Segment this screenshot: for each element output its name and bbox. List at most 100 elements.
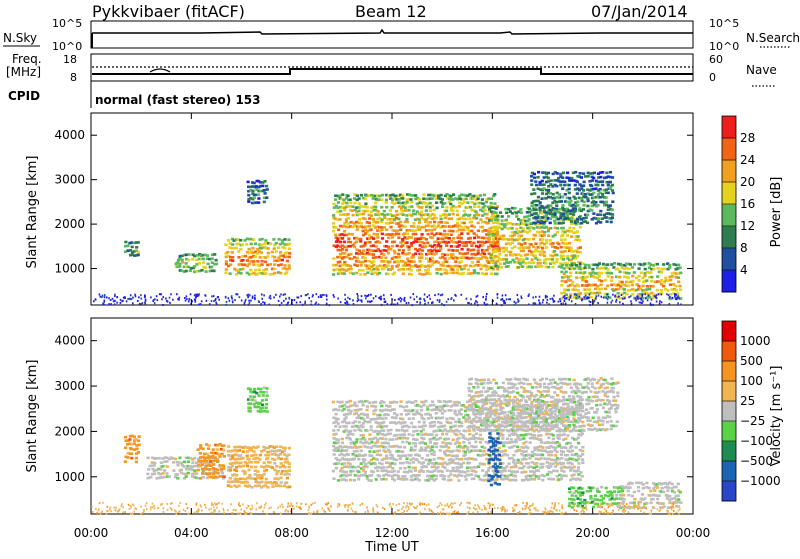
- range-cell: [199, 477, 202, 480]
- ground-scatter-cell: [162, 304, 164, 306]
- range-cell: [532, 261, 535, 264]
- range-cell: [577, 289, 580, 292]
- range-cell: [366, 416, 369, 419]
- range-cell: [225, 268, 228, 271]
- range-cell: [505, 465, 508, 468]
- range-cell: [485, 273, 488, 276]
- range-cell: [256, 273, 259, 276]
- range-cell: [364, 454, 367, 457]
- range-cell: [638, 275, 641, 278]
- ground-scatter-cell: [157, 299, 159, 301]
- range-cell: [376, 438, 379, 441]
- range-cell: [146, 473, 149, 476]
- range-cell: [570, 247, 573, 250]
- range-cell: [397, 475, 400, 478]
- ground-scatter-cell: [650, 303, 652, 305]
- ground-scatter-cell: [669, 303, 671, 305]
- range-cell: [137, 440, 140, 443]
- range-cell: [137, 451, 140, 454]
- range-cell: [260, 247, 263, 250]
- ground-scatter-cell: [505, 294, 507, 296]
- nsearch-tick-bottom: 10^0: [709, 40, 739, 53]
- range-cell: [356, 264, 359, 267]
- range-cell: [648, 288, 651, 291]
- ground-scatter-cell: [126, 300, 128, 302]
- ground-scatter-cell: [213, 295, 215, 297]
- ground-scatter-cell: [248, 304, 250, 306]
- range-cell: [427, 229, 430, 232]
- range-cell: [343, 261, 346, 264]
- range-cell: [472, 477, 475, 480]
- range-cell: [265, 391, 268, 394]
- range-cell: [482, 454, 485, 457]
- range-cell: [537, 171, 540, 174]
- range-cell: [229, 263, 232, 266]
- range-cell: [337, 409, 340, 412]
- range-cell: [227, 445, 230, 448]
- range-cell: [357, 478, 360, 481]
- range-cell: [588, 266, 591, 269]
- range-cell: [535, 209, 538, 212]
- ground-scatter-cell: [656, 301, 658, 303]
- ground-scatter-cell: [237, 293, 239, 295]
- range-cell: [332, 470, 335, 473]
- power-colorbar-label: Power [dB]: [769, 177, 784, 248]
- y-tick-label: 2000: [54, 217, 85, 231]
- range-cell: [359, 441, 362, 444]
- range-cell: [472, 217, 475, 220]
- range-cell: [405, 241, 408, 244]
- range-cell: [541, 180, 544, 183]
- range-cell: [200, 269, 203, 272]
- range-cell: [351, 233, 354, 236]
- ground-scatter-cell: [104, 294, 106, 296]
- nsky-panel: N.Sky 10^5 10^0 10^5 10^0 N.Search: [3, 17, 800, 53]
- range-cell: [202, 258, 205, 261]
- ground-scatter-cell: [497, 297, 499, 299]
- range-cell: [389, 429, 392, 432]
- range-cell: [168, 475, 171, 478]
- range-cell: [420, 210, 423, 213]
- range-cell: [341, 401, 344, 404]
- range-cell: [399, 457, 402, 460]
- range-cell: [493, 202, 496, 205]
- range-cell: [547, 172, 550, 175]
- range-cell: [224, 272, 227, 275]
- ground-scatter-cell: [103, 301, 105, 303]
- range-cell: [231, 465, 234, 468]
- ground-scatter-cell: [260, 304, 262, 306]
- ground-scatter-cell: [318, 296, 320, 298]
- range-cell: [679, 266, 682, 269]
- ground-scatter-cell: [486, 293, 488, 295]
- ground-scatter-cell: [329, 304, 331, 306]
- range-cell: [468, 433, 471, 436]
- range-cell: [397, 218, 400, 221]
- ground-scatter-cell: [534, 302, 536, 304]
- range-cell: [512, 459, 515, 462]
- ground-scatter-cell: [520, 296, 522, 298]
- range-cell: [185, 475, 188, 478]
- range-cell: [214, 476, 217, 479]
- range-cell: [378, 414, 381, 417]
- range-cell: [333, 453, 336, 456]
- ground-scatter-cell: [508, 298, 510, 300]
- range-cell: [409, 454, 412, 457]
- range-cell: [172, 469, 175, 472]
- range-cell: [205, 270, 208, 273]
- range-cell: [637, 279, 640, 282]
- range-cell: [130, 448, 133, 451]
- range-cell: [546, 473, 549, 476]
- range-cell: [611, 276, 614, 279]
- range-cell: [582, 208, 585, 211]
- range-cell: [202, 448, 205, 451]
- range-cell: [490, 257, 493, 260]
- range-cell: [458, 442, 461, 445]
- ground-scatter-cell: [517, 301, 519, 303]
- range-cell: [606, 268, 609, 271]
- range-cell: [372, 256, 375, 259]
- ground-scatter-cell: [553, 295, 555, 297]
- range-cell: [397, 264, 400, 267]
- ground-scatter-cell: [640, 302, 642, 304]
- y-tick-label: 3000: [54, 173, 85, 187]
- ground-scatter-cell: [165, 298, 167, 300]
- range-cell: [353, 402, 356, 405]
